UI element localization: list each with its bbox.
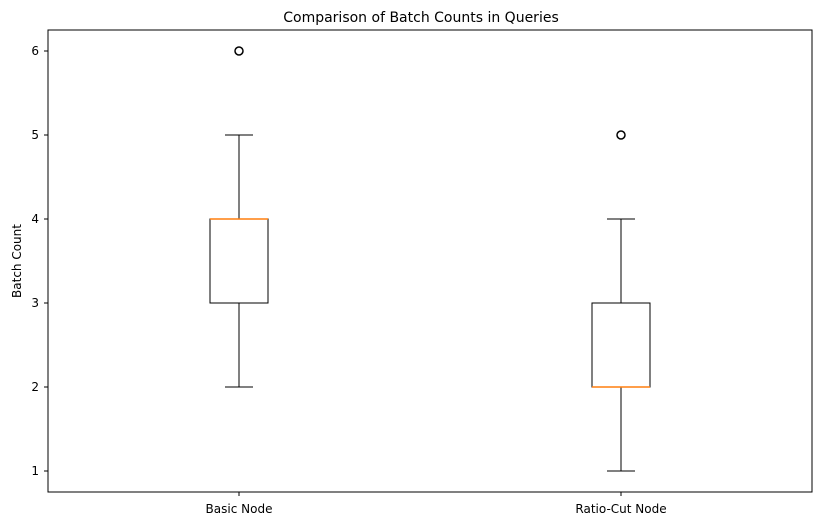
box-1-iqr-box [591,302,651,388]
chart-title: Comparison of Batch Counts in Queries [283,10,559,26]
y-axis-label: Batch Count [10,224,24,298]
box-0-iqr-box [209,218,269,304]
y-tick-label-4: 4 [31,212,39,226]
y-tick-label-1: 1 [31,464,39,478]
box-1-outlier-0 [616,130,626,140]
y-tick-label-5: 5 [31,128,39,142]
y-tick-label-2: 2 [31,380,39,394]
y-tick-label-3: 3 [31,296,39,310]
x-tick-label-0: Basic Node [206,502,273,516]
box-0-outlier-0 [234,46,244,56]
chart-marks: 1 2 3 4 5 6 Basic Node Ratio-Cut Node [31,44,666,516]
plot-frame [47,29,813,493]
y-tick-label-6: 6 [31,44,39,58]
x-tick-label-1: Ratio-Cut Node [575,502,666,516]
